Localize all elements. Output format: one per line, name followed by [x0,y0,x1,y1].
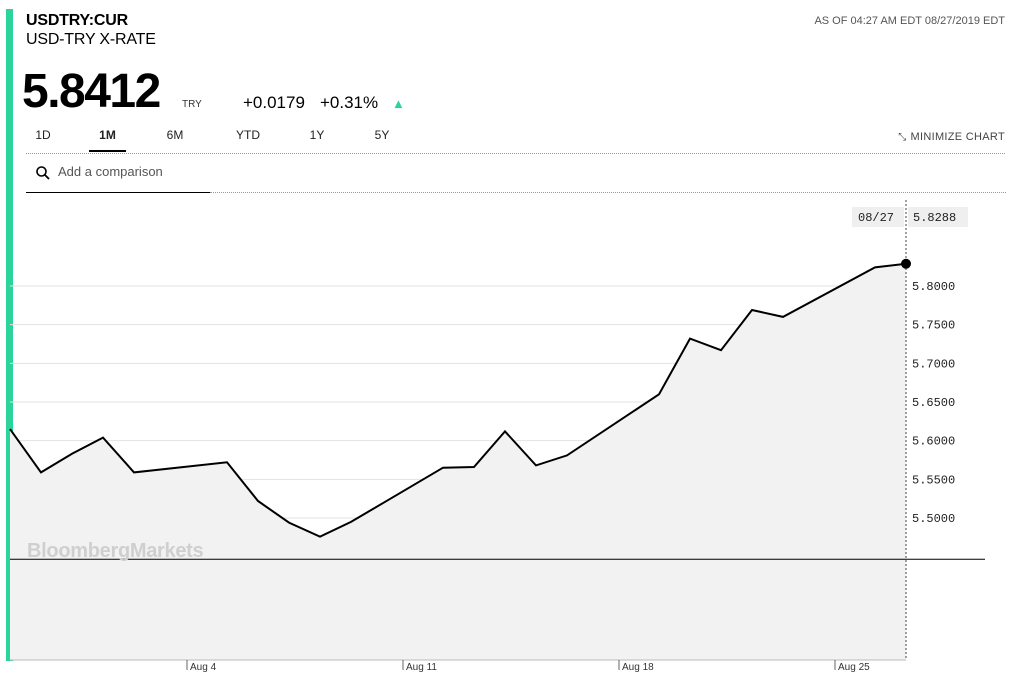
tab-1y[interactable]: 1Y [302,128,332,150]
tooltip-date: 08/27 [858,211,894,225]
price-change: +0.0179 [243,93,305,112]
tab-ytd[interactable]: YTD [230,128,266,150]
hover-tooltip: 08/27 5.8288 [852,207,968,227]
minimize-label: MINIMIZE CHART [910,131,1005,143]
search-icon [36,166,50,180]
x-tick-label: Aug 18 [622,662,654,673]
minimize-icon: ⤡ [898,132,907,143]
comparison-input[interactable] [58,164,208,179]
tab-label: 1Y [309,128,325,142]
y-tick-label: 5.5000 [912,512,955,526]
price-currency: TRY [182,99,202,110]
tooltip-value-bg [908,207,968,227]
y-tick-label: 5.6000 [912,435,955,449]
bloomberg-watermark: BloombergMarkets [27,540,204,562]
y-tick-label: 5.8000 [912,280,955,294]
tooltip-value: 5.8288 [913,211,956,225]
current-price: 5.8412 [22,65,161,118]
y-tick-label: 5.6500 [912,396,955,410]
search-divider [210,192,1006,193]
y-tick-label: 5.7000 [912,357,955,371]
ticker-symbol: USDTRY:CUR [26,12,128,29]
y-tick-label: 5.7500 [912,319,955,333]
x-tick-label: Aug 25 [838,662,870,673]
tab-5y[interactable]: 5Y [367,128,397,150]
up-arrow-icon: ▲ [392,96,405,111]
tab-label: 1M [99,128,116,142]
tooltip-date-bg [852,207,904,227]
comparison-search [26,158,210,193]
tab-label: 1D [35,128,51,142]
x-tick-label: Aug 4 [190,662,217,673]
tab-6m[interactable]: 6M [157,128,193,150]
tab-label: 6M [166,128,184,142]
last-data-point [901,258,911,269]
price-area-fill [10,263,906,660]
tab-1m[interactable]: 1M [89,128,126,152]
price-line [9,262,907,538]
tab-label: YTD [236,128,260,142]
accent-bar [6,9,13,661]
price-change-percent: +0.31% [320,93,379,112]
x-axis: Aug 4 Aug 11 Aug 18 Aug 25 [10,659,906,673]
x-tick-label: Aug 11 [406,662,437,673]
minimize-chart-button[interactable]: ⤡ MINIMIZE CHART [898,131,1005,143]
instrument-name: USD-TRY X-RATE [26,31,156,48]
y-tick-label: 5.5500 [912,473,955,487]
tab-label: 5Y [374,128,390,142]
y-axis-labels: 5.8000 5.7500 5.7000 5.6500 5.6000 5.5500 5.50… [912,280,955,526]
tabs-divider [26,153,1005,154]
tab-1d[interactable]: 1D [26,128,60,150]
as-of-timestamp: AS OF 04:27 AM EDT 08/27/2019 EDT [814,15,1005,27]
